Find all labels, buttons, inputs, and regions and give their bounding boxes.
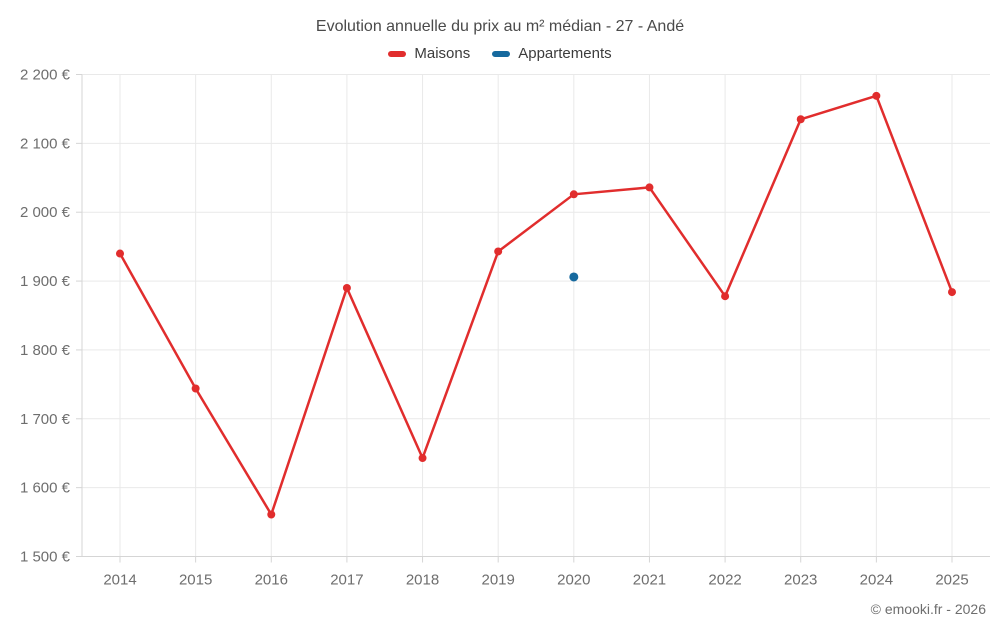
x-tick-label: 2019: [481, 572, 514, 589]
y-tick-label: 2 200 €: [20, 67, 71, 84]
chart-title: Evolution annuelle du prix au m² médian …: [315, 18, 685, 35]
y-tick-label: 1 500 €: [20, 549, 71, 566]
x-tick-label: 2014: [103, 572, 136, 589]
x-tick-label: 2018: [406, 572, 439, 589]
maisons-legend-swatch-icon: [388, 50, 407, 57]
x-tick-label: 2020: [557, 572, 590, 589]
y-tick-label: 1 900 €: [20, 273, 71, 290]
x-tick-label: 2022: [708, 572, 741, 589]
maisons-point-2016[interactable]: [267, 510, 276, 519]
maisons-point-2019[interactable]: [494, 247, 503, 256]
x-tick-label: 2017: [330, 572, 363, 589]
maisons-point-2018[interactable]: [418, 454, 427, 463]
x-tick-label: 2024: [860, 572, 893, 589]
copyright-credit: © emooki.fr - 2026: [870, 601, 986, 617]
x-tick-label: 2016: [255, 572, 288, 589]
maisons-point-2014[interactable]: [116, 249, 124, 258]
maisons-line: [118, 94, 954, 516]
maisons-point-2025[interactable]: [948, 288, 956, 297]
y-tick-label: 1 600 €: [20, 480, 71, 497]
x-tick-label: 2023: [784, 572, 817, 589]
maisons-point-2017[interactable]: [342, 283, 351, 292]
maisons-point-2021[interactable]: [645, 183, 654, 192]
maisons-point-2023[interactable]: [796, 115, 805, 124]
chart-legend: Maisons Appartements: [0, 45, 1000, 62]
appartements-legend-swatch-icon: [492, 50, 511, 57]
legend-item-label: Maisons: [414, 45, 471, 62]
x-tick-label: 2021: [633, 572, 666, 589]
x-tick-label: 2015: [179, 572, 212, 589]
y-tick-label: 2 100 €: [20, 135, 71, 152]
maisons-point-2015[interactable]: [191, 384, 200, 393]
maisons-point-2020[interactable]: [569, 190, 578, 199]
y-tick-label: 2 000 €: [20, 204, 71, 221]
axes: [76, 74, 990, 563]
y-tick-label: 1 700 €: [20, 411, 71, 428]
maisons-point-2024[interactable]: [872, 91, 881, 100]
y-tick-label: 1 800 €: [20, 342, 71, 359]
maisons-point-2022[interactable]: [721, 292, 730, 301]
gridlines: [82, 74, 990, 557]
series: [116, 91, 956, 519]
legend-item-label: Appartements: [518, 45, 612, 62]
x-tick-label: 2025: [935, 572, 968, 589]
legend-item-appartements[interactable]: Appartements: [492, 45, 612, 62]
legend-item-maisons[interactable]: Maisons: [388, 45, 470, 62]
appartements-point-2020[interactable]: [569, 272, 579, 282]
axis-labels: 2014 2015 2016 2017 2018 2019 2020 2021 2022 2023…: [20, 67, 969, 589]
